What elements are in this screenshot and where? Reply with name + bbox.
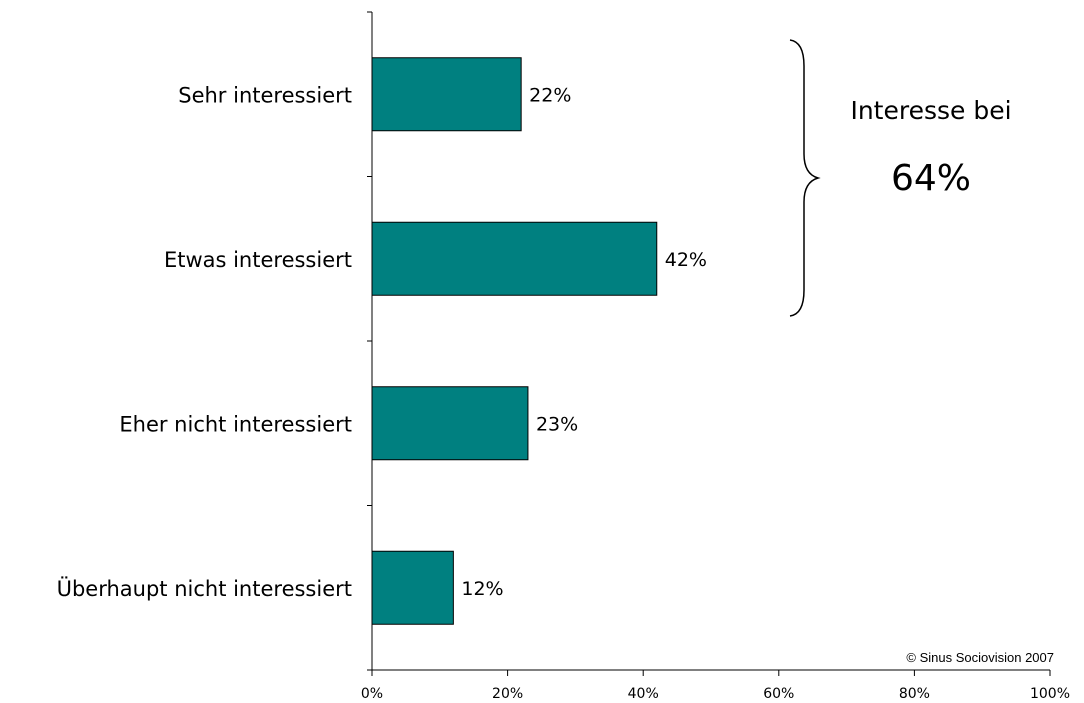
value-label: 22% bbox=[529, 84, 571, 106]
bars bbox=[371, 57, 658, 625]
x-tick-label: 0% bbox=[361, 686, 383, 702]
bar bbox=[371, 386, 529, 461]
category-label: Sehr interessiert bbox=[178, 83, 352, 107]
value-label: 12% bbox=[461, 578, 503, 600]
x-tick-label: 80% bbox=[899, 686, 930, 702]
annotation-value: 64% bbox=[890, 158, 971, 199]
x-tick-label: 100% bbox=[1030, 686, 1070, 702]
value-label: 23% bbox=[536, 413, 578, 435]
x-tick-label: 40% bbox=[628, 686, 659, 702]
bar bbox=[371, 57, 522, 132]
bar bbox=[371, 221, 658, 296]
category-label: Überhaupt nicht interessiert bbox=[57, 576, 352, 601]
value-label: 42% bbox=[665, 249, 707, 271]
category-label: Eher nicht interessiert bbox=[119, 412, 352, 436]
copyright-note: © Sinus Sociovision 2007 bbox=[906, 650, 1054, 665]
category-label: Etwas interessiert bbox=[164, 248, 352, 272]
annotation-title: Interesse bei bbox=[850, 96, 1012, 125]
annotation-brace bbox=[789, 39, 821, 317]
x-tick-label: 60% bbox=[763, 686, 794, 702]
labels: 0% 20% 40% 60% 80% 100% Sehr interessiert 22% Et… bbox=[57, 83, 1070, 702]
x-tick-label: 20% bbox=[492, 686, 523, 702]
bar bbox=[371, 550, 454, 625]
